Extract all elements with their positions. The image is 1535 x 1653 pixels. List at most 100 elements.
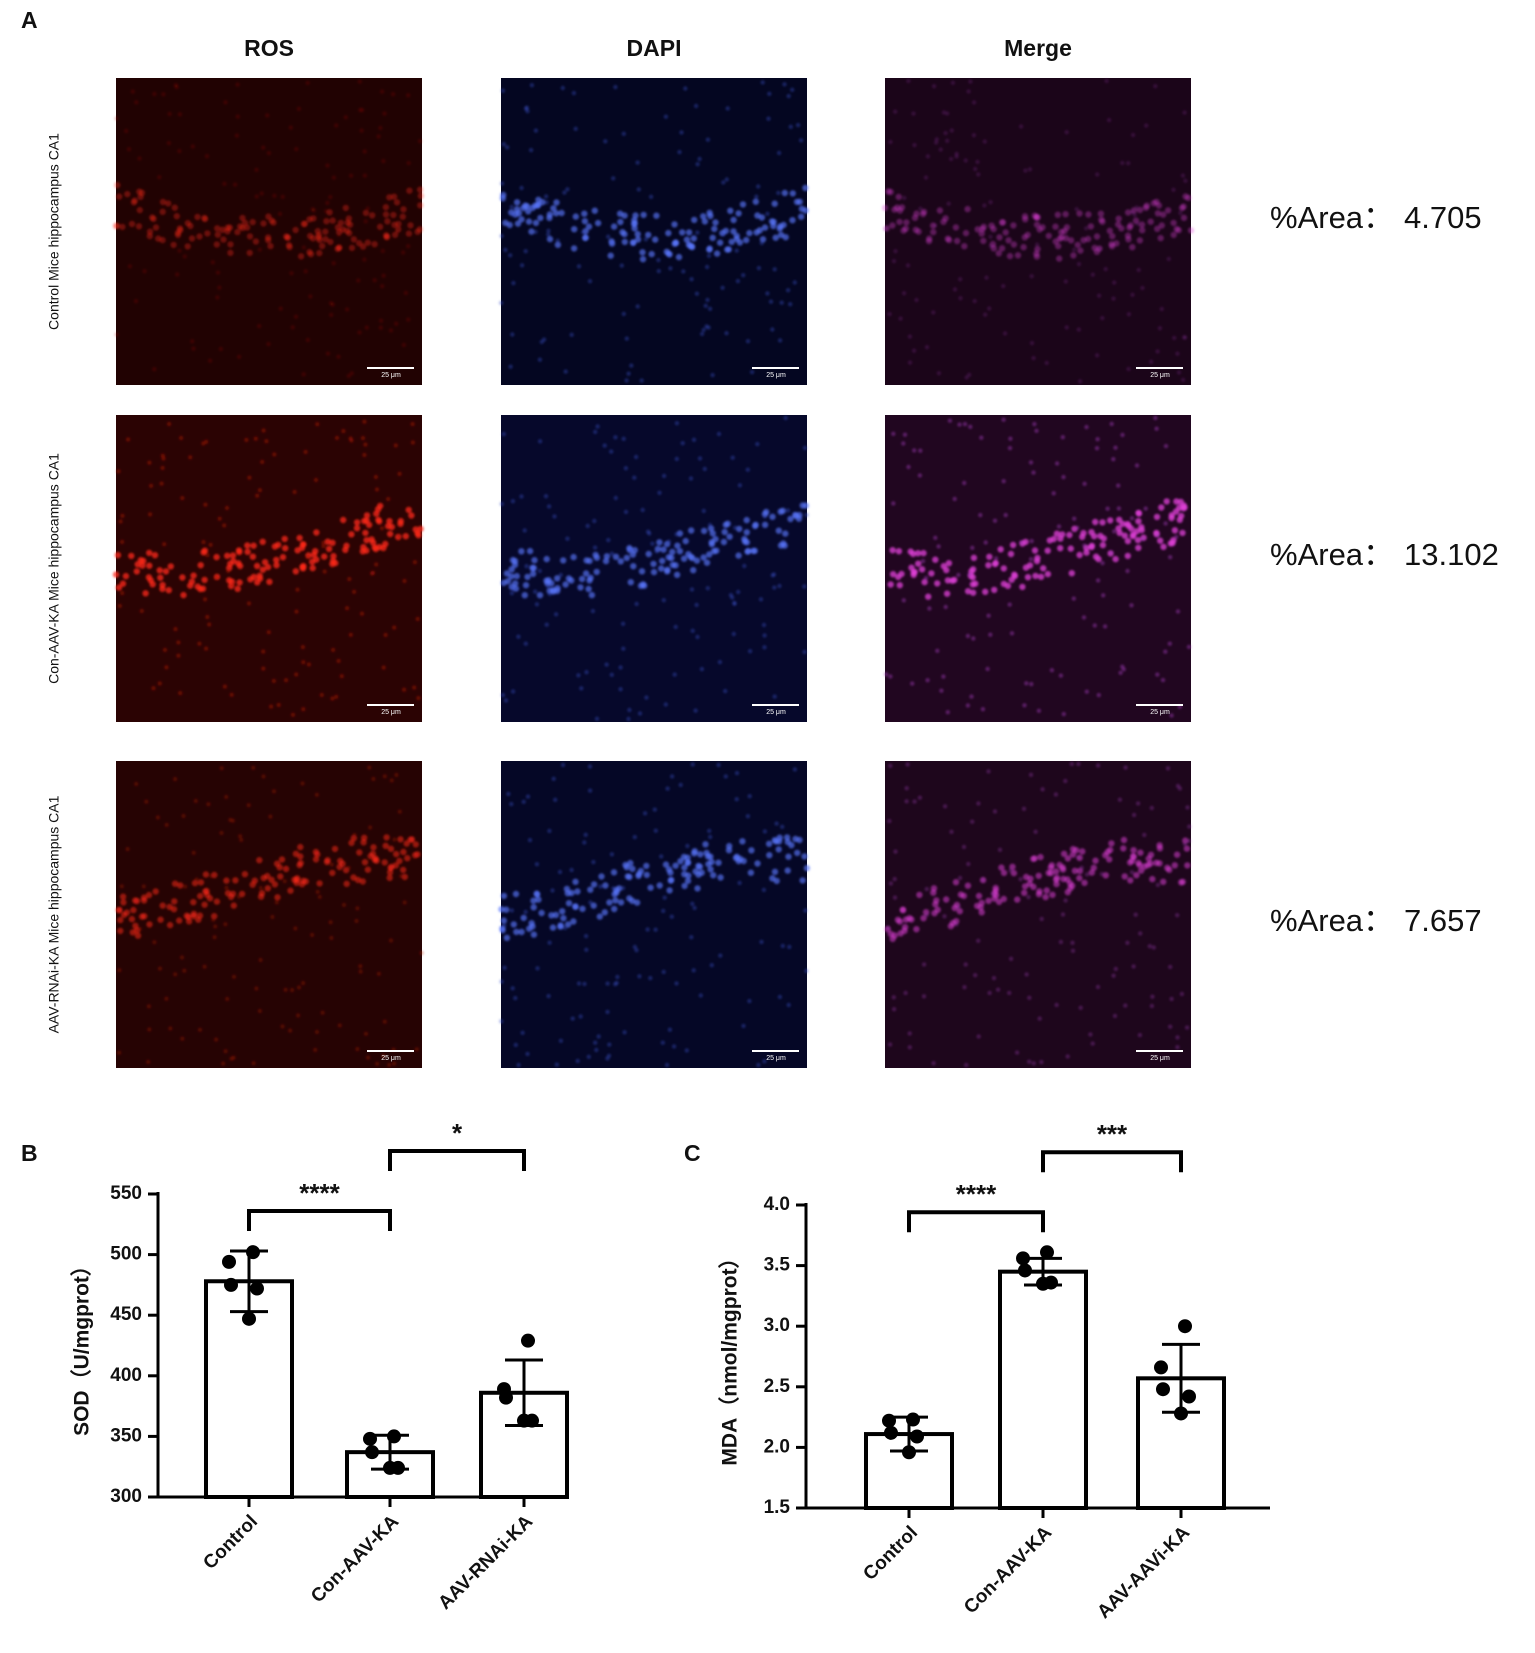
cell <box>1063 279 1069 284</box>
cell <box>327 238 334 246</box>
cell <box>799 877 806 884</box>
cell <box>1060 850 1068 857</box>
cell <box>117 927 124 935</box>
cell <box>720 285 725 290</box>
cell <box>924 886 929 892</box>
cell <box>675 253 683 261</box>
cell <box>933 140 939 145</box>
cell <box>394 321 399 326</box>
cell <box>1124 537 1132 545</box>
cell <box>680 555 688 562</box>
cell <box>173 972 178 977</box>
cell <box>623 509 629 515</box>
cell <box>637 582 645 589</box>
cell <box>887 311 892 317</box>
cell <box>1031 355 1036 361</box>
cell <box>524 573 531 581</box>
cell <box>779 300 784 305</box>
cell <box>1109 233 1116 240</box>
cell <box>117 968 122 973</box>
cell <box>558 209 565 217</box>
cell <box>1008 868 1013 873</box>
cell <box>736 525 743 533</box>
cell <box>292 226 299 234</box>
cell <box>1178 204 1186 212</box>
cell <box>634 601 639 607</box>
cell <box>177 112 183 117</box>
cell <box>261 774 266 779</box>
cell <box>264 234 272 241</box>
cell <box>1022 564 1030 571</box>
cell <box>1156 842 1163 849</box>
cell <box>570 245 578 252</box>
cell <box>788 302 793 307</box>
cell <box>363 517 370 524</box>
cell <box>882 226 888 232</box>
cell <box>332 559 339 567</box>
cell <box>777 231 785 239</box>
cell <box>783 834 791 841</box>
cell <box>1160 543 1167 550</box>
cell <box>353 525 361 532</box>
cell <box>1022 703 1027 708</box>
cell <box>302 878 310 885</box>
cell <box>178 690 183 696</box>
cell <box>963 158 968 163</box>
cell <box>288 125 293 130</box>
cell <box>1124 552 1132 560</box>
cell <box>541 337 547 342</box>
cell <box>525 208 532 215</box>
cell <box>617 558 624 565</box>
cell <box>721 180 726 185</box>
cell <box>349 371 354 376</box>
cell <box>1149 1003 1155 1009</box>
cell <box>927 606 932 611</box>
cell <box>992 809 998 814</box>
cell <box>769 513 776 520</box>
cell <box>180 591 187 599</box>
cell <box>341 902 347 908</box>
cell <box>611 176 616 181</box>
cell <box>224 885 229 890</box>
cell <box>787 944 792 950</box>
cell <box>188 455 193 460</box>
cell <box>511 586 516 591</box>
cell <box>1092 553 1100 560</box>
cell <box>684 859 691 866</box>
cell <box>160 453 165 458</box>
area-value: 4.705 <box>1404 200 1482 235</box>
cell <box>639 378 644 383</box>
cell <box>325 351 331 356</box>
cell <box>775 846 782 853</box>
cell <box>1080 237 1087 244</box>
cell <box>218 346 224 352</box>
cell <box>388 938 394 943</box>
cell <box>214 231 221 238</box>
cell <box>116 469 121 474</box>
cell <box>244 548 251 555</box>
cell <box>180 495 185 501</box>
cell <box>386 874 393 881</box>
cell <box>1060 875 1067 883</box>
data-point <box>1018 1263 1032 1278</box>
cell <box>921 578 928 586</box>
cell <box>802 184 809 192</box>
cell <box>577 584 584 591</box>
cell <box>1153 84 1158 89</box>
cell <box>375 516 382 524</box>
cell <box>342 204 349 212</box>
cell <box>617 899 625 906</box>
cell <box>1129 516 1135 521</box>
cell <box>149 581 156 588</box>
cell <box>887 581 894 588</box>
cell <box>1053 880 1060 888</box>
cell <box>320 1010 325 1015</box>
cell <box>1085 211 1092 218</box>
cell <box>891 995 896 1000</box>
cell <box>901 441 906 446</box>
cell <box>706 551 713 558</box>
cell <box>691 437 697 442</box>
cell <box>1130 292 1135 297</box>
cell <box>362 173 368 178</box>
cell <box>363 512 371 519</box>
